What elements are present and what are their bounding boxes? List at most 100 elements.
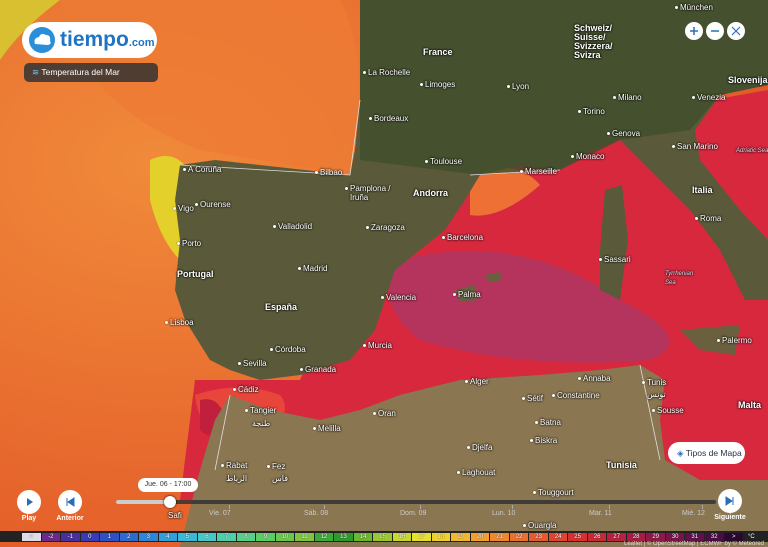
city-label: Biskra xyxy=(535,436,558,445)
city-dot xyxy=(195,203,198,206)
city-label: Touggourt xyxy=(538,488,574,497)
city-dot xyxy=(300,368,303,371)
legend-cell: 21 xyxy=(490,533,509,541)
city-dot xyxy=(273,225,276,228)
city-dot xyxy=(165,321,168,324)
legend-cell: 26 xyxy=(587,533,607,541)
legend-cell: 11 xyxy=(295,533,314,541)
city-dot xyxy=(177,242,180,245)
country-label: Slovenija xyxy=(728,75,768,85)
city-dot xyxy=(173,207,176,210)
legend-cell: 8 xyxy=(236,533,256,541)
legend-cell: -1 xyxy=(61,533,80,541)
city-label: Sousse xyxy=(657,406,684,415)
city-dot xyxy=(270,348,273,351)
city-label: San Marino xyxy=(677,142,718,151)
play-button[interactable] xyxy=(17,490,41,514)
city-dot xyxy=(642,381,645,384)
city-label: Pamplona / Iruña xyxy=(350,184,391,202)
city-label: Fez xyxy=(272,462,286,471)
country-label: Tunisia xyxy=(606,460,637,470)
play-label: Play xyxy=(21,515,37,522)
city-label: Roma xyxy=(700,214,722,223)
city-dot xyxy=(183,168,186,171)
country-label: España xyxy=(265,302,298,312)
upwelling xyxy=(150,156,185,260)
legend-cell: 28 xyxy=(626,533,646,541)
mallorca xyxy=(455,285,478,302)
city-dot xyxy=(717,339,720,342)
legend-cell: 5 xyxy=(178,533,197,541)
day-label: Dom. 09 xyxy=(400,510,427,517)
legend-unit: °C xyxy=(748,534,755,540)
city-label: A Coruña xyxy=(188,165,222,174)
legend-cell: 32 xyxy=(704,533,724,541)
legend-cell: 25 xyxy=(568,533,587,541)
tick-mark xyxy=(609,505,610,509)
legend-cell: 1 xyxy=(100,533,119,541)
city-dot xyxy=(363,344,366,347)
layer-pill[interactable]: ≋ Temperatura del Mar xyxy=(24,63,158,82)
city-label: Batna xyxy=(540,418,561,427)
map-types-button[interactable]: ◈ Tipos de Mapa xyxy=(668,442,745,464)
legend-cell: 10 xyxy=(275,533,295,541)
city-dot xyxy=(578,110,581,113)
city-label: Annaba xyxy=(583,374,611,383)
city-dot xyxy=(507,85,510,88)
city-label: Vigo xyxy=(178,204,194,213)
legend-cell: 6 xyxy=(197,533,217,541)
legend-cell: > xyxy=(724,533,743,541)
city-dot xyxy=(442,236,445,239)
logo-suffix: .com xyxy=(128,37,155,49)
city-label: Melilla xyxy=(318,424,341,433)
city-label: Valencia xyxy=(386,293,417,302)
city-label: Safi xyxy=(168,511,182,520)
map-types-text: Tipos de Mapa xyxy=(685,448,742,458)
layer-name: Temperatura del Mar xyxy=(41,67,120,77)
timeline-bar[interactable] xyxy=(116,500,716,504)
tick-mark xyxy=(229,505,230,509)
city-label: Milano xyxy=(618,93,642,102)
city-label: Lisboa xyxy=(170,318,194,327)
legend-cell: 16 xyxy=(392,533,412,541)
tick-mark xyxy=(324,505,325,509)
city-label: Limoges xyxy=(425,80,456,89)
legend-cell: 30 xyxy=(665,533,685,541)
city-label: Sevilla xyxy=(243,359,267,368)
legend-cell: 19 xyxy=(451,533,470,541)
city-dot xyxy=(578,377,581,380)
previous-button[interactable] xyxy=(58,490,82,514)
city-label: La Rochelle xyxy=(368,68,411,77)
logo-name: tiempo xyxy=(60,28,129,51)
city-label: Toulouse xyxy=(430,157,463,166)
city-dot xyxy=(533,491,536,494)
city-label: Lyon xyxy=(512,82,530,91)
country-label: Italia xyxy=(692,185,713,195)
city-dot xyxy=(267,465,270,468)
country-label: Portugal xyxy=(177,269,214,279)
tick-mark xyxy=(420,505,421,509)
menorca xyxy=(485,272,502,282)
day-label: Mié. 12 xyxy=(682,510,705,517)
legend-cell: 20 xyxy=(470,533,490,541)
city-dot xyxy=(233,388,236,391)
attribution: Leaflet | © OpenStreetMap | ECMWF by © M… xyxy=(623,541,764,547)
city-label: Sétif xyxy=(527,394,544,403)
country-label: Andorra xyxy=(413,188,449,198)
city-dot xyxy=(522,397,525,400)
next-button[interactable] xyxy=(718,489,742,513)
city-dot xyxy=(381,296,384,299)
legend-cell: 23 xyxy=(529,533,548,541)
city-label: Rabat xyxy=(226,461,248,470)
city-dot xyxy=(613,96,616,99)
city-label: Tunis xyxy=(647,378,667,387)
logo[interactable]: tiempo.com xyxy=(22,22,157,58)
sea-label: Tyrrhenian Sea xyxy=(665,271,694,286)
city-dot xyxy=(520,170,523,173)
city-dot xyxy=(238,362,241,365)
forest xyxy=(360,0,768,175)
city-label: Bilbao xyxy=(320,168,343,177)
timeline-knob[interactable] xyxy=(164,496,176,508)
